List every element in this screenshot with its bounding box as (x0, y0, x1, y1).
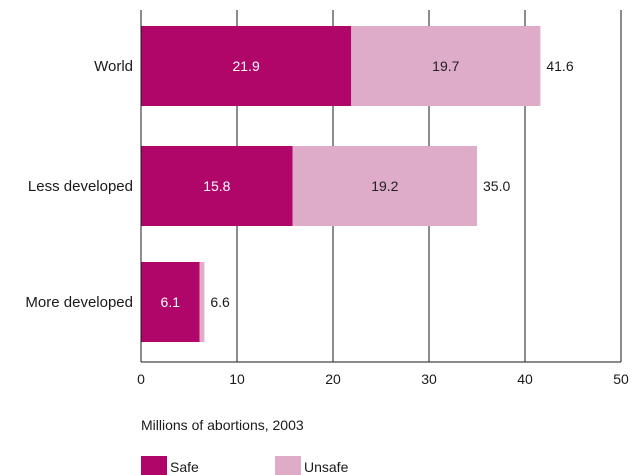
x-tick-label: 30 (421, 371, 437, 387)
legend-swatch-unsafe (275, 456, 301, 475)
bar-unsafe-more-developed (199, 262, 205, 342)
x-axis-label: Millions of abortions, 2003 (141, 417, 304, 433)
value-labels: World 21.9 19.7 41.6 Less developed 15.8 19.2 3… (25, 58, 573, 311)
legend-swatch-safe (141, 456, 167, 475)
unsafe-value-label: 19.7 (432, 58, 459, 74)
safe-value-label: 6.1 (161, 294, 181, 310)
total-value-label: 6.6 (210, 294, 230, 310)
category-label: Less developed (28, 178, 133, 195)
x-tick-label: 0 (137, 371, 145, 387)
x-tick-label: 40 (517, 371, 533, 387)
safe-value-label: 15.8 (203, 178, 230, 194)
legend-label-safe: Safe (170, 459, 199, 475)
bar-safe-less-developed (141, 146, 293, 226)
category-label: More developed (25, 294, 133, 311)
x-tick-label: 50 (613, 371, 629, 387)
total-value-label: 41.6 (546, 58, 573, 74)
bar-unsafe-world (351, 26, 541, 106)
bars (141, 26, 541, 342)
x-tick-label: 20 (325, 371, 341, 387)
unsafe-value-label: 19.2 (371, 178, 398, 194)
category-label: World (94, 58, 133, 75)
total-value-label: 35.0 (483, 178, 510, 194)
safe-value-label: 21.9 (232, 58, 259, 74)
x-tick-label: 10 (229, 371, 245, 387)
axes: 0 10 20 30 40 50 (137, 10, 629, 387)
bar-unsafe-less-developed (292, 146, 477, 226)
bar-safe-more-developed (141, 262, 200, 342)
legend-label-unsafe: Unsafe (304, 459, 349, 475)
legend: Safe Unsafe (141, 456, 349, 475)
bar-safe-world (141, 26, 352, 106)
